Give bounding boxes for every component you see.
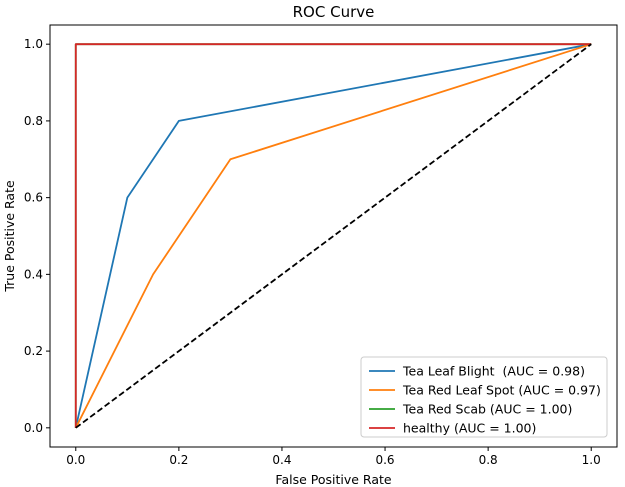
y-tick-label: 1.0 bbox=[24, 37, 43, 51]
x-tick-label: 0.2 bbox=[169, 453, 188, 467]
plot-frame bbox=[49, 24, 618, 448]
ticks: 0.0 0.2 0.4 0.6 0.8 1.0 0.0 0.2 0.4 0.6 0.8 1.0 bbox=[24, 37, 601, 467]
y-tick-label: 0.8 bbox=[24, 114, 43, 128]
legend-label: healthy (AUC = 1.00) bbox=[403, 421, 536, 436]
y-tick-label: 0.4 bbox=[24, 267, 43, 281]
x-axis-label: False Positive Rate bbox=[275, 472, 391, 487]
x-tick-label: 0.0 bbox=[66, 453, 85, 467]
y-axis-label: True Positive Rate bbox=[2, 180, 17, 293]
x-tick-label: 0.8 bbox=[479, 453, 498, 467]
y-tick-label: 0.2 bbox=[24, 344, 43, 358]
legend-label: Tea Red Leaf Spot (AUC = 0.97) bbox=[402, 383, 601, 398]
series-line bbox=[74, 43, 592, 429]
legend-label: Tea Leaf Blight (AUC = 0.98) bbox=[402, 364, 585, 379]
y-tick-label: 0.0 bbox=[24, 421, 43, 435]
series-line bbox=[74, 43, 592, 428]
legend-box bbox=[360, 356, 608, 438]
plot-lines bbox=[74, 43, 592, 429]
reference-diagonal-line bbox=[75, 43, 592, 429]
legend: Tea Leaf Blight (AUC = 0.98) Tea Red Leaf… bbox=[360, 356, 608, 438]
x-tick-label: 1.0 bbox=[582, 453, 601, 467]
series-line bbox=[74, 43, 592, 429]
legend-label: Tea Red Scab (AUC = 1.00) bbox=[402, 402, 572, 417]
x-tick-label: 0.4 bbox=[272, 453, 291, 467]
y-tick-label: 0.6 bbox=[24, 191, 43, 205]
x-tick-label: 0.6 bbox=[375, 453, 394, 467]
chart-title: ROC Curve bbox=[293, 3, 375, 21]
